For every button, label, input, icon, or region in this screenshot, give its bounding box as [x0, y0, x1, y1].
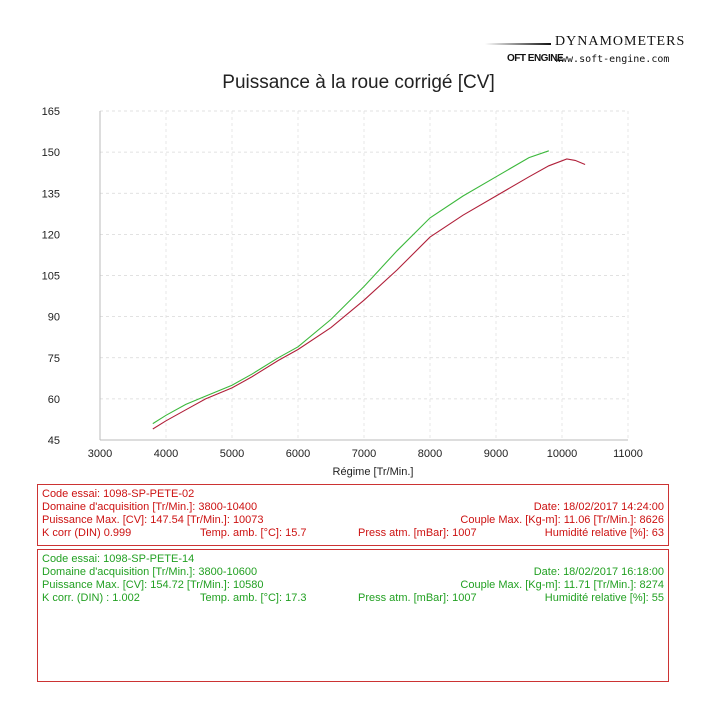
panel-row: Domaine d'acquisition [Tr/Min.]: 3800-10…	[42, 566, 664, 579]
x-tick-labels: 3000 4000 5000 6000 7000 8000 9000 10000 11000	[88, 448, 643, 460]
max-power: Puissance Max. [CV]: 154.72 [Tr/Min.]: 1…	[42, 579, 264, 591]
x-tick-label: 9000	[484, 448, 508, 460]
k-correction: K corr. (DIN) : 1.002	[42, 592, 140, 604]
panel-row: K corr. (DIN) : 1.002 Temp. amb. [°C]: 1…	[42, 592, 664, 605]
test-panel-1: Code essai: 1098-SP-PETE-02 Domaine d'ac…	[37, 484, 669, 546]
k-correction: K corr (DIN) 0.999	[42, 527, 132, 539]
test-date: Date: 18/02/2017 16:18:00	[533, 566, 664, 578]
x-tick-label: 3000	[88, 448, 112, 460]
panel-row: Domaine d'acquisition [Tr/Min.]: 3800-10…	[42, 501, 664, 514]
y-tick-label: 165	[42, 106, 60, 118]
atm-pressure: Press atm. [mBar]: 1007	[358, 527, 477, 539]
x-tick-label: 6000	[286, 448, 310, 460]
brand-name: DYNAMOMETERS	[555, 34, 686, 49]
x-tick-label: 10000	[547, 448, 578, 460]
x-tick-label: 11000	[613, 448, 643, 460]
test-panel-2: Code essai: 1098-SP-PETE-14 Domaine d'ac…	[37, 549, 669, 682]
x-tick-label: 7000	[352, 448, 376, 460]
chart-title: Puissance à la roue corrigé [CV]	[222, 72, 495, 93]
brand-line	[485, 43, 551, 45]
x-tick-label: 5000	[220, 448, 244, 460]
acquisition-range: Domaine d'acquisition [Tr/Min.]: 3800-10…	[42, 501, 258, 513]
relative-humidity: Humidité relative [%]: 55	[544, 592, 664, 604]
series-line-1	[152, 158, 586, 430]
ambient-temp: Temp. amb. [°C]: 17.3	[200, 592, 307, 604]
brand-logo: OFT ENGINE	[507, 53, 564, 64]
x-axis-title: Régime [Tr/Min.]	[333, 466, 414, 478]
panel-row: K corr (DIN) 0.999 Temp. amb. [°C]: 15.7…	[42, 527, 664, 540]
y-tick-label: 90	[48, 312, 60, 324]
chart-grid	[99, 110, 629, 441]
relative-humidity: Humidité relative [%]: 63	[544, 527, 664, 539]
y-tick-label: 60	[48, 394, 60, 406]
panel-row: Code essai: 1098-SP-PETE-14	[42, 553, 664, 566]
x-tick-label: 4000	[154, 448, 178, 460]
panel-row: Puissance Max. [CV]: 147.54 [Tr/Min.]: 1…	[42, 514, 664, 527]
y-tick-labels: 45 60 75 90 105 120 135 150 165	[42, 106, 60, 447]
x-tick-label: 8000	[418, 448, 442, 460]
ambient-temp: Temp. amb. [°C]: 15.7	[200, 527, 307, 539]
chart-plot: 45 60 75 90 105 120 135 150 165 3000 4000 5000 6000…	[42, 106, 643, 478]
brand-url: www.soft-engine.com	[555, 54, 670, 65]
test-date: Date: 18/02/2017 14:24:00	[533, 501, 664, 513]
y-tick-label: 150	[42, 147, 60, 159]
atm-pressure: Press atm. [mBar]: 1007	[358, 592, 477, 604]
test-code: Code essai: 1098-SP-PETE-02	[42, 488, 195, 500]
panel-row: Code essai: 1098-SP-PETE-02	[42, 488, 664, 501]
y-tick-label: 105	[42, 271, 60, 283]
y-tick-label: 135	[42, 188, 60, 200]
acquisition-range: Domaine d'acquisition [Tr/Min.]: 3800-10…	[42, 566, 258, 578]
chart-axes	[99, 111, 628, 441]
max-torque: Couple Max. [Kg-m]: 11.71 [Tr/Min.]: 827…	[460, 579, 664, 591]
max-torque: Couple Max. [Kg-m]: 11.06 [Tr/Min.]: 862…	[460, 514, 664, 526]
y-tick-label: 75	[48, 353, 60, 365]
series-line-2	[152, 150, 549, 425]
test-code: Code essai: 1098-SP-PETE-14	[42, 553, 195, 565]
panel-row: Puissance Max. [CV]: 154.72 [Tr/Min.]: 1…	[42, 579, 664, 592]
y-tick-label: 45	[48, 435, 60, 447]
y-tick-label: 120	[42, 229, 60, 241]
series-lines	[152, 150, 586, 430]
max-power: Puissance Max. [CV]: 147.54 [Tr/Min.]: 1…	[42, 514, 264, 526]
